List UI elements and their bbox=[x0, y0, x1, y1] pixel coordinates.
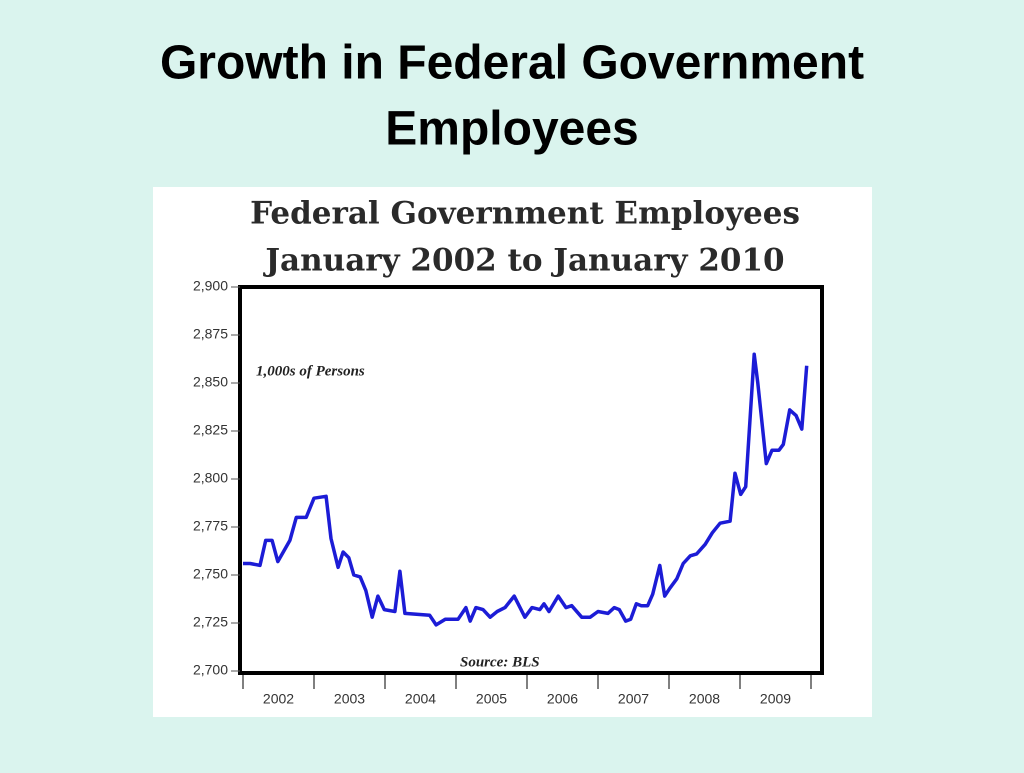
y-tick-label: 2,775 bbox=[193, 518, 228, 534]
annotation: 1,000s of Persons bbox=[256, 363, 365, 379]
x-tick-label: 2005 bbox=[476, 691, 507, 707]
plot bbox=[243, 352, 809, 627]
y-tick-label: 2,900 bbox=[193, 278, 228, 294]
x-tick-label: 2004 bbox=[405, 691, 436, 707]
x-tick-label: 2009 bbox=[760, 691, 791, 707]
y-tick-label: 2,825 bbox=[193, 422, 228, 438]
y-tick-label: 2,725 bbox=[193, 614, 228, 630]
x-tick-label: 2006 bbox=[547, 691, 578, 707]
y-tick-label: 2,875 bbox=[193, 326, 228, 342]
x-tick-label: 2007 bbox=[618, 691, 649, 707]
chart-background bbox=[153, 187, 872, 717]
y-tick-label: 2,850 bbox=[193, 374, 228, 390]
data-line bbox=[243, 352, 809, 627]
chart-title: Federal Government Employees bbox=[250, 196, 800, 232]
y-tick-label: 2,750 bbox=[193, 566, 228, 582]
x-tick-label: 2002 bbox=[263, 691, 294, 707]
annotation: Source: BLS bbox=[460, 654, 540, 670]
chart-title: January 2002 to January 2010 bbox=[262, 243, 784, 279]
slide-title: Growth in Federal Government bbox=[160, 37, 864, 90]
slide-title: Employees bbox=[385, 103, 638, 156]
plot-frame bbox=[238, 285, 824, 675]
x-tick-label: 2008 bbox=[689, 691, 720, 707]
y-tick-label: 2,800 bbox=[193, 470, 228, 486]
y-tick-label: 2,700 bbox=[193, 662, 228, 678]
x-tick-label: 2003 bbox=[334, 691, 365, 707]
